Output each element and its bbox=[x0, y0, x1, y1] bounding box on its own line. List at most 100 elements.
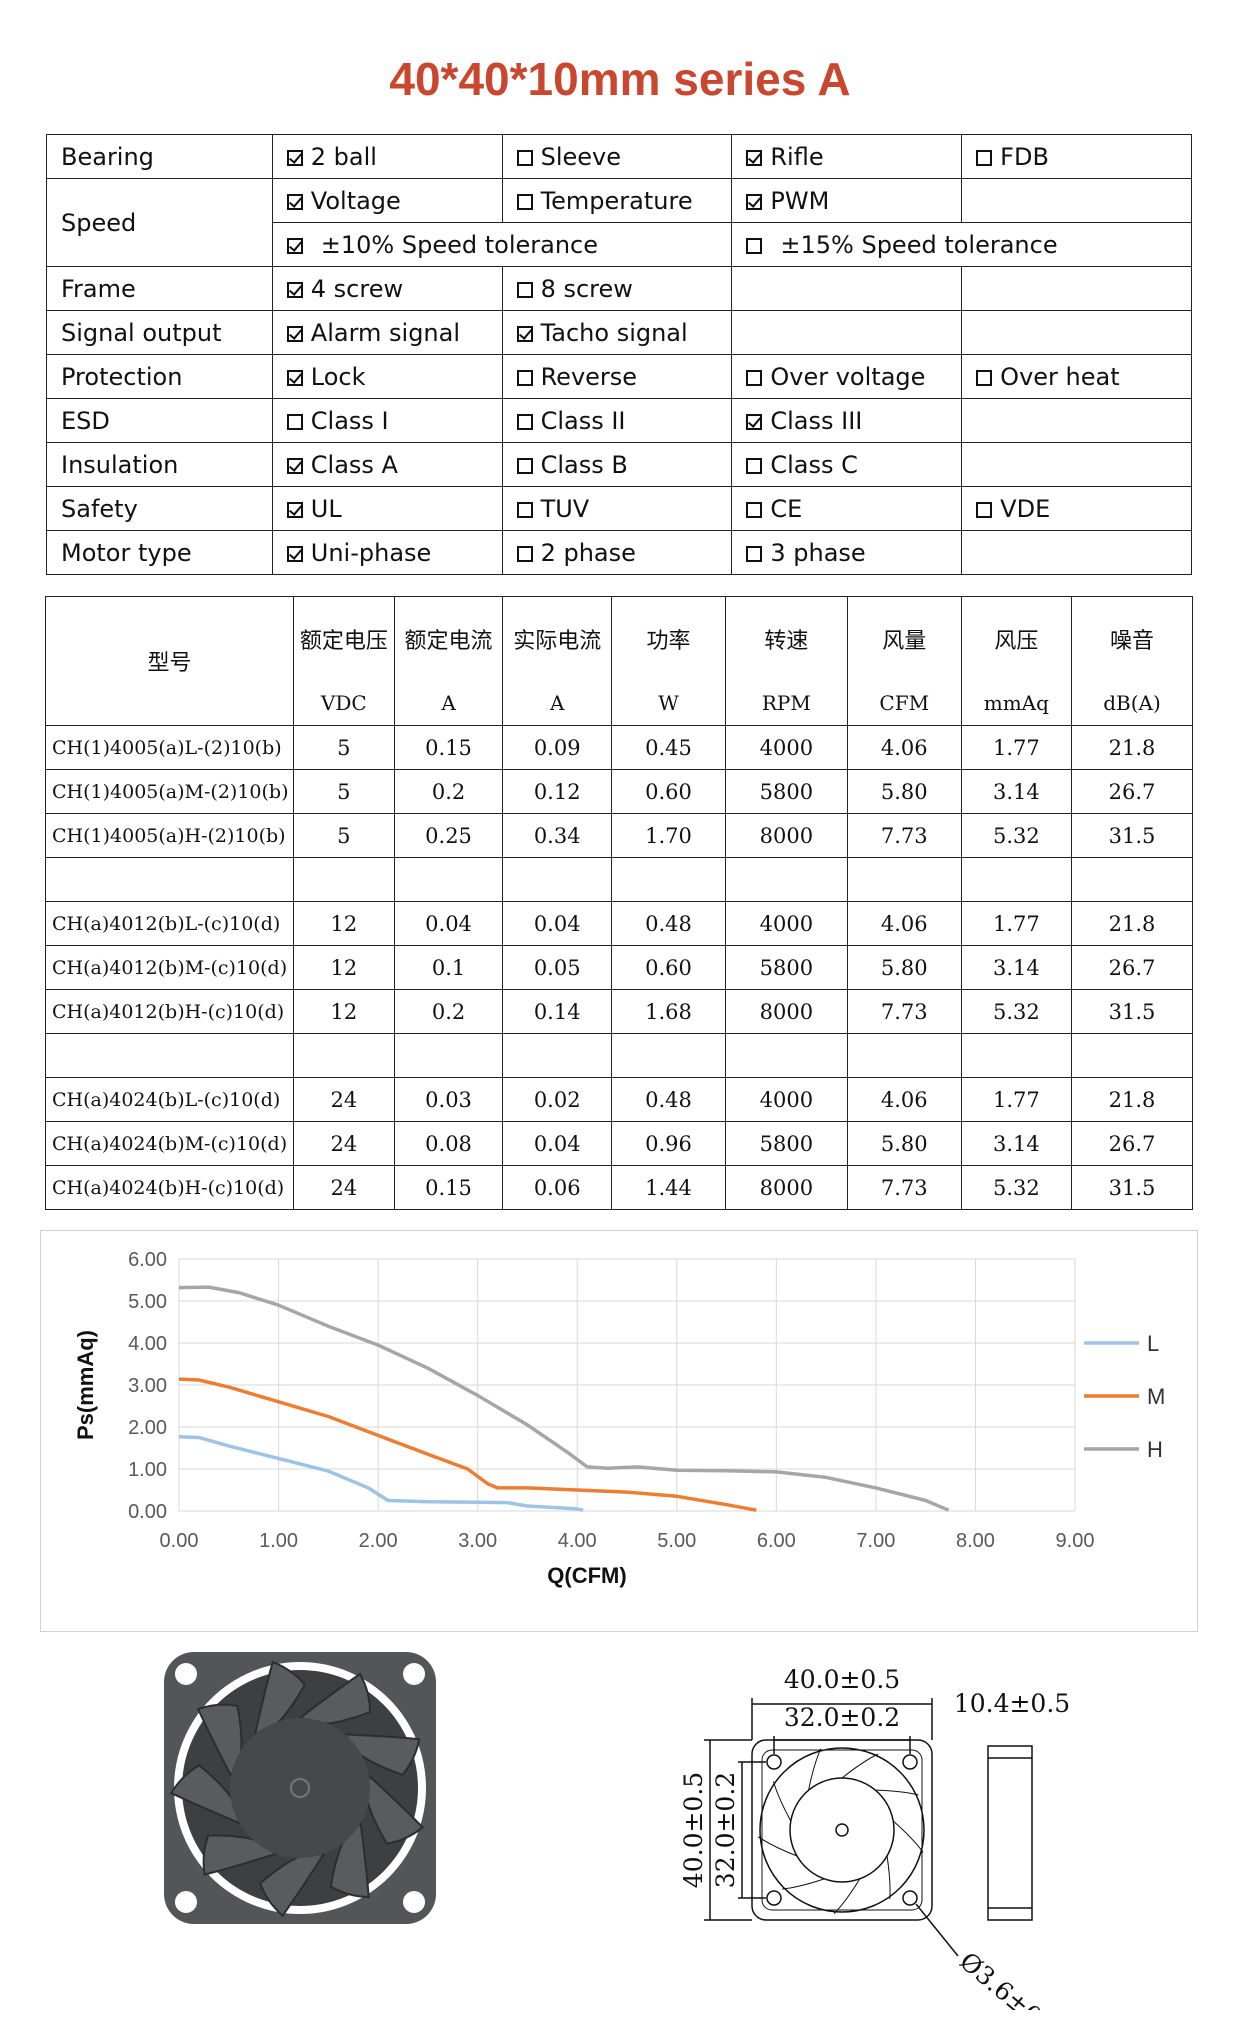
value-cell: 5.80 bbox=[846, 769, 962, 814]
spec-row: ±10% Speed tolerance ±15% Speed tolerance bbox=[47, 222, 1192, 267]
model-number-cell: CH(a)4024(b)H-(c)10(d) bbox=[45, 1165, 294, 1210]
value-cell: 0.09 bbox=[502, 725, 613, 770]
spec-row: Motor type Uni-phase 2 phase 3 phase bbox=[46, 530, 1192, 575]
fan-blade bbox=[366, 1773, 425, 1845]
checked-box-icon bbox=[286, 501, 303, 518]
column-header: 额定电流 bbox=[393, 596, 504, 681]
value-cell: 12 bbox=[292, 945, 395, 990]
value-cell: 0.60 bbox=[611, 769, 726, 814]
page-title: 40*40*10mm series A bbox=[389, 53, 851, 105]
spec-cell: Over heat bbox=[961, 354, 1192, 399]
blank-cell bbox=[724, 857, 848, 902]
blank-cell bbox=[45, 1033, 294, 1078]
spec-option-label: FDB bbox=[1000, 142, 1049, 171]
value-cell: 0.12 bbox=[502, 769, 613, 814]
value-cell: 21.8 bbox=[1070, 725, 1194, 770]
checked-box-icon bbox=[516, 325, 533, 342]
blank-cell bbox=[502, 857, 613, 902]
spec-option-label: 2 phase bbox=[540, 538, 636, 567]
value-cell: 31.5 bbox=[1070, 989, 1194, 1034]
checked-box-icon bbox=[286, 281, 303, 298]
spec-cell bbox=[961, 178, 1192, 223]
spec-option-label: Lock bbox=[310, 362, 366, 391]
spec-cell: Class A bbox=[271, 442, 503, 487]
drawing-blade-line bbox=[892, 1820, 924, 1853]
spec-option-label: Class A bbox=[310, 450, 398, 479]
value-cell: 8000 bbox=[724, 813, 848, 858]
y-tick-label: 0.00 bbox=[128, 1501, 167, 1523]
unchecked-box-icon bbox=[976, 149, 993, 166]
column-unit: CFM bbox=[846, 681, 962, 726]
x-axis-label: Q(CFM) bbox=[547, 1563, 626, 1588]
value-cell: 7.73 bbox=[846, 989, 962, 1034]
fan-blade bbox=[196, 1703, 243, 1779]
drawing-blade-line bbox=[875, 1789, 919, 1796]
value-cell: 0.60 bbox=[611, 945, 726, 990]
value-cell: 0.04 bbox=[502, 901, 613, 946]
column-header: 转速 bbox=[724, 596, 848, 681]
blank-cell bbox=[611, 1033, 726, 1078]
pq-chart-svg: 0.00 1.00 2.00 3.00 4.00 5.00 6.00 0.00 1.00 2.00… bbox=[73, 1249, 1165, 1588]
fan-blade bbox=[342, 1733, 421, 1776]
value-cell: 1.44 bbox=[611, 1165, 726, 1210]
spec-cell: Lock bbox=[271, 354, 503, 399]
spec-row: Speed Voltage Temperature PWM bbox=[46, 178, 1192, 267]
model-number-cell: CH(a)4024(b)L-(c)10(d) bbox=[45, 1077, 294, 1122]
spec-cell: Tacho signal bbox=[501, 310, 733, 355]
spec-cell: Temperature bbox=[501, 178, 733, 223]
value-cell: 0.34 bbox=[502, 813, 613, 858]
value-cell: 24 bbox=[292, 1165, 395, 1210]
spec-cell: 8 screw bbox=[501, 266, 733, 311]
model-number-cell: CH(a)4012(b)M-(c)10(d) bbox=[45, 945, 294, 990]
legend-label-l: L bbox=[1147, 1331, 1159, 1356]
spec-option-label: Temperature bbox=[540, 186, 693, 215]
unchecked-box-icon bbox=[516, 149, 533, 166]
spec-row: Frame 4 screw 8 screw bbox=[46, 266, 1192, 311]
checked-box-icon bbox=[286, 325, 303, 342]
blank-row bbox=[45, 857, 1194, 902]
blank-cell bbox=[960, 1033, 1072, 1078]
model-number-cell: CH(1)4005(a)H-(2)10(b) bbox=[45, 813, 294, 858]
blank-cell bbox=[611, 857, 726, 902]
y-tick-label: 6.00 bbox=[128, 1249, 167, 1271]
dim-outer-width: 40.0±0.5 bbox=[784, 1665, 900, 1694]
table-row: CH(a)4024(b)L-(c)10(d) 24 0.03 0.02 0.48 4000… bbox=[45, 1077, 1194, 1122]
spec-row: Bearing 2 ball Sleeve Rifle FDB bbox=[46, 134, 1192, 179]
column-unit: RPM bbox=[724, 681, 848, 726]
model-number-cell: CH(1)4005(a)M-(2)10(b) bbox=[45, 769, 294, 814]
column-unit: mmAq bbox=[960, 681, 1072, 726]
value-cell: 24 bbox=[292, 1121, 395, 1166]
value-cell: 5.80 bbox=[846, 1121, 962, 1166]
dim-hole-pitch-width: 32.0±0.2 bbox=[784, 1703, 900, 1732]
checked-box-icon bbox=[286, 193, 303, 210]
column-unit: VDC bbox=[292, 681, 395, 726]
spec-option-label: Rifle bbox=[770, 142, 824, 171]
spec-cell: 3 phase bbox=[731, 530, 963, 575]
spec-cell: ±10% Speed tolerance bbox=[271, 222, 733, 267]
spec-option-label: Over heat bbox=[1000, 362, 1120, 391]
spec-cell: PWM bbox=[731, 178, 963, 223]
spec-cell: ±15% Speed tolerance bbox=[731, 222, 1192, 267]
value-cell: 8000 bbox=[724, 989, 848, 1034]
spec-cell: 2 phase bbox=[501, 530, 733, 575]
value-cell: 1.70 bbox=[611, 813, 726, 858]
spec-cell: TUV bbox=[501, 486, 733, 531]
column-unit: A bbox=[502, 681, 613, 726]
unchecked-box-icon bbox=[516, 413, 533, 430]
legend-label-m: M bbox=[1147, 1384, 1165, 1409]
x-tick-label: 5.00 bbox=[657, 1530, 696, 1552]
value-cell: 0.48 bbox=[611, 901, 726, 946]
value-cell: 0.15 bbox=[393, 725, 504, 770]
spec-option-label: ±15% Speed tolerance bbox=[780, 230, 1058, 259]
table-row: CH(1)4005(a)H-(2)10(b) 5 0.25 0.34 1.70 8000 7… bbox=[45, 813, 1194, 858]
blank-cell bbox=[393, 1033, 504, 1078]
spec-label: Signal output bbox=[46, 310, 273, 355]
blank-cell bbox=[1070, 1033, 1194, 1078]
spec-cell bbox=[961, 530, 1192, 575]
value-cell: 5 bbox=[292, 725, 395, 770]
blank-cell bbox=[724, 1033, 848, 1078]
blank-cell bbox=[292, 1033, 395, 1078]
spec-cell: VDE bbox=[961, 486, 1192, 531]
column-unit: A bbox=[393, 681, 504, 726]
spec-option-label: ±10% Speed tolerance bbox=[320, 230, 598, 259]
